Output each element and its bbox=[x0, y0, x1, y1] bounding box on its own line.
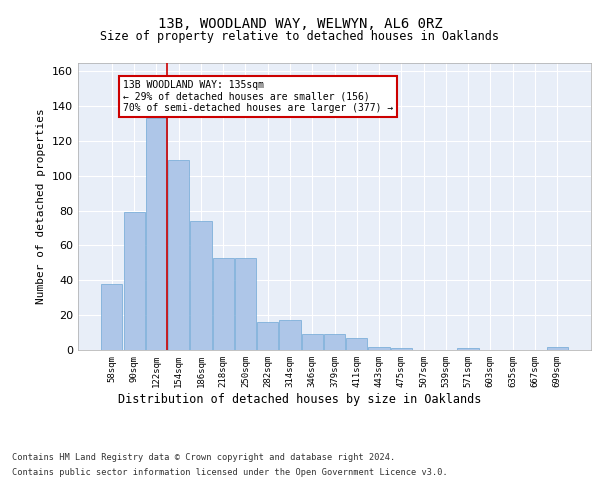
Text: Size of property relative to detached houses in Oaklands: Size of property relative to detached ho… bbox=[101, 30, 499, 43]
Text: Distribution of detached houses by size in Oaklands: Distribution of detached houses by size … bbox=[118, 392, 482, 406]
Bar bbox=[457, 348, 479, 350]
Text: 13B, WOODLAND WAY, WELWYN, AL6 0RZ: 13B, WOODLAND WAY, WELWYN, AL6 0RZ bbox=[158, 18, 442, 32]
Bar bbox=[168, 160, 189, 350]
Bar bbox=[257, 322, 278, 350]
Bar bbox=[324, 334, 345, 350]
Text: 13B WOODLAND WAY: 135sqm
← 29% of detached houses are smaller (156)
70% of semi-: 13B WOODLAND WAY: 135sqm ← 29% of detach… bbox=[123, 80, 393, 113]
Bar bbox=[547, 346, 568, 350]
Y-axis label: Number of detached properties: Number of detached properties bbox=[37, 108, 46, 304]
Bar bbox=[124, 212, 145, 350]
Bar bbox=[101, 284, 122, 350]
Bar bbox=[346, 338, 367, 350]
Bar bbox=[235, 258, 256, 350]
Bar bbox=[280, 320, 301, 350]
Bar bbox=[368, 346, 389, 350]
Text: Contains public sector information licensed under the Open Government Licence v3: Contains public sector information licen… bbox=[12, 468, 448, 477]
Bar bbox=[302, 334, 323, 350]
Bar bbox=[146, 118, 167, 350]
Text: Contains HM Land Registry data © Crown copyright and database right 2024.: Contains HM Land Registry data © Crown c… bbox=[12, 453, 395, 462]
Bar bbox=[391, 348, 412, 350]
Bar bbox=[212, 258, 234, 350]
Bar bbox=[190, 221, 212, 350]
